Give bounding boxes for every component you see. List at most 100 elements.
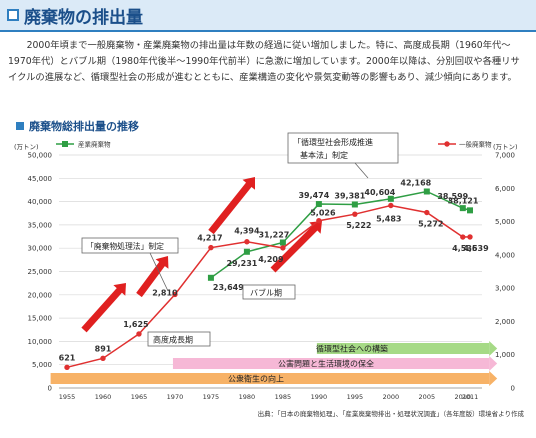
municipal-legend-label: 一般廃棄物 — [459, 140, 492, 149]
era-band — [172, 358, 490, 369]
era-band-label: 公衆衛生の向上 — [228, 374, 284, 384]
industrial-data-label: 38,599 — [437, 192, 468, 201]
right-tick-label: 0 — [511, 385, 515, 393]
era-band-arrowhead — [489, 341, 498, 356]
era-band-label: 公害問題と生活環境の保全 — [278, 359, 374, 369]
industrial-waste-point — [207, 274, 214, 281]
law-1970-box — [81, 237, 179, 254]
right-tick-label: 7,000 — [495, 152, 515, 160]
law-1970-label: 「廃棄物処理法」制定 — [86, 241, 164, 251]
municipal-data-label: 621 — [59, 353, 76, 362]
header-square-icon — [7, 9, 19, 21]
era-band — [50, 373, 490, 384]
high-growth-label: 高度成長期 — [153, 335, 193, 345]
industrial-data-label: 42,168 — [400, 178, 431, 187]
page-header: 廃棄物の排出量 — [0, 0, 536, 32]
left-tick-label: 0 — [48, 385, 52, 393]
industrial-waste-point — [351, 201, 358, 208]
page-title: 廃棄物の排出量 — [24, 8, 143, 28]
right-tick-label: 1,000 — [495, 351, 515, 359]
industrial-waste-point — [459, 205, 466, 212]
left-tick-label: 45,000 — [28, 175, 53, 183]
bubble-label: バブル期 — [250, 288, 282, 298]
municipal-data-label: 5,026 — [310, 209, 336, 218]
industrial-data-label: 38,121 — [448, 196, 479, 205]
municipal-waste-point — [100, 355, 106, 362]
right-tick-label: 3,000 — [495, 285, 515, 293]
x-tick-label: 1965 — [131, 393, 148, 401]
industrial-data-label: 40,604 — [364, 188, 395, 197]
section-title-text: 廃棄物総排出量の推移 — [29, 120, 139, 133]
left-tick-label: 25,000 — [28, 268, 53, 276]
municipal-data-label: 4,217 — [197, 234, 222, 243]
law-1970-pointer — [149, 252, 169, 292]
municipal-data-label: 4,394 — [234, 227, 260, 236]
growth-arrow-icon — [136, 256, 169, 298]
x-tick-label: 2000 — [383, 393, 400, 401]
law-2000-box — [287, 132, 399, 164]
industrial-waste-point — [315, 201, 322, 208]
left-tick-label: 50,000 — [28, 152, 53, 160]
industrial-data-label: 39,381 — [334, 191, 365, 200]
intro-paragraph: 2000年頃まで一般廃棄物・産業廃棄物の排出量は年数の経過に従い増加しました。特… — [8, 40, 520, 83]
left-tick-label: 40,000 — [28, 198, 53, 206]
left-tick-label: 35,000 — [28, 221, 53, 229]
municipal-waste-point — [424, 209, 430, 216]
right-axis-unit: (万トン) — [493, 143, 518, 151]
left-tick-label: 20,000 — [28, 291, 53, 299]
municipal-waste-point — [352, 211, 358, 217]
municipal-legend-marker — [444, 141, 450, 147]
right-tick-label: 4,000 — [495, 251, 515, 259]
municipal-waste-point — [208, 244, 214, 251]
industrial-waste-point — [387, 195, 394, 202]
industrial-data-label: 23,649 — [213, 283, 244, 292]
industrial-data-label: 39,474 — [298, 191, 329, 200]
left-tick-label: 10,000 — [28, 338, 53, 346]
right-tick-label: 5,000 — [495, 218, 515, 226]
municipal-waste-point — [467, 234, 473, 240]
x-tick-label: 2005 — [419, 393, 436, 401]
industrial-waste-point — [243, 248, 250, 255]
law-2000-pointer — [354, 162, 369, 179]
industrial-legend-marker — [62, 141, 68, 147]
municipal-data-label: 4,536 — [452, 244, 478, 253]
municipal-waste-point — [64, 364, 70, 371]
left-tick-label: 30,000 — [28, 245, 53, 253]
x-tick-label: 1955 — [59, 393, 76, 401]
era-band-label: 循環型社会への構築 — [316, 344, 388, 354]
bubble-box — [242, 284, 296, 300]
x-tick-label: 2010 — [455, 393, 472, 401]
left-tick-label: 15,000 — [28, 315, 53, 323]
municipal-waste-point — [136, 331, 142, 337]
growth-arrow-icon — [270, 221, 322, 273]
era-band-arrowhead — [489, 356, 498, 371]
municipal-waste-point — [244, 239, 250, 245]
section-title: 廃棄物総排出量の推移 — [16, 118, 139, 134]
municipal-data-label: 5,272 — [418, 220, 443, 229]
municipal-data-label: 5,222 — [346, 221, 371, 230]
era-band-arrowhead — [489, 371, 498, 386]
industrial-data-label: 29,231 — [226, 259, 257, 268]
section-square-icon — [16, 122, 24, 130]
municipal-waste-point — [280, 245, 286, 251]
x-tick-label: 1975 — [203, 393, 220, 401]
x-tick-label: 1990 — [311, 393, 328, 401]
municipal-waste-point — [460, 234, 466, 240]
municipal-waste-point — [172, 291, 178, 298]
municipal-data-label: 4,209 — [258, 255, 284, 264]
industrial-waste-point — [423, 188, 430, 195]
law-2000-label: 「循環型社会形成推進 — [293, 137, 373, 147]
municipal-data-label: 1,625 — [123, 320, 149, 329]
era-band — [316, 343, 490, 354]
municipal-data-label: 4,539 — [463, 244, 489, 253]
industrial-waste-point — [279, 239, 286, 246]
x-tick-label: 1970 — [167, 393, 184, 401]
x-tick-label: 2011 — [462, 393, 479, 401]
x-tick-label: 1980 — [239, 393, 256, 401]
source-note: 出典：「日本の廃棄物処理」、「産業廃棄物排出・処理状況調査」（各年度版）環境省よ… — [257, 410, 524, 418]
x-tick-label: 1960 — [95, 393, 112, 401]
law-2000-label: 基本法」制定 — [300, 150, 348, 160]
municipal-data-label: 891 — [95, 344, 112, 353]
right-tick-label: 2,000 — [495, 318, 515, 326]
